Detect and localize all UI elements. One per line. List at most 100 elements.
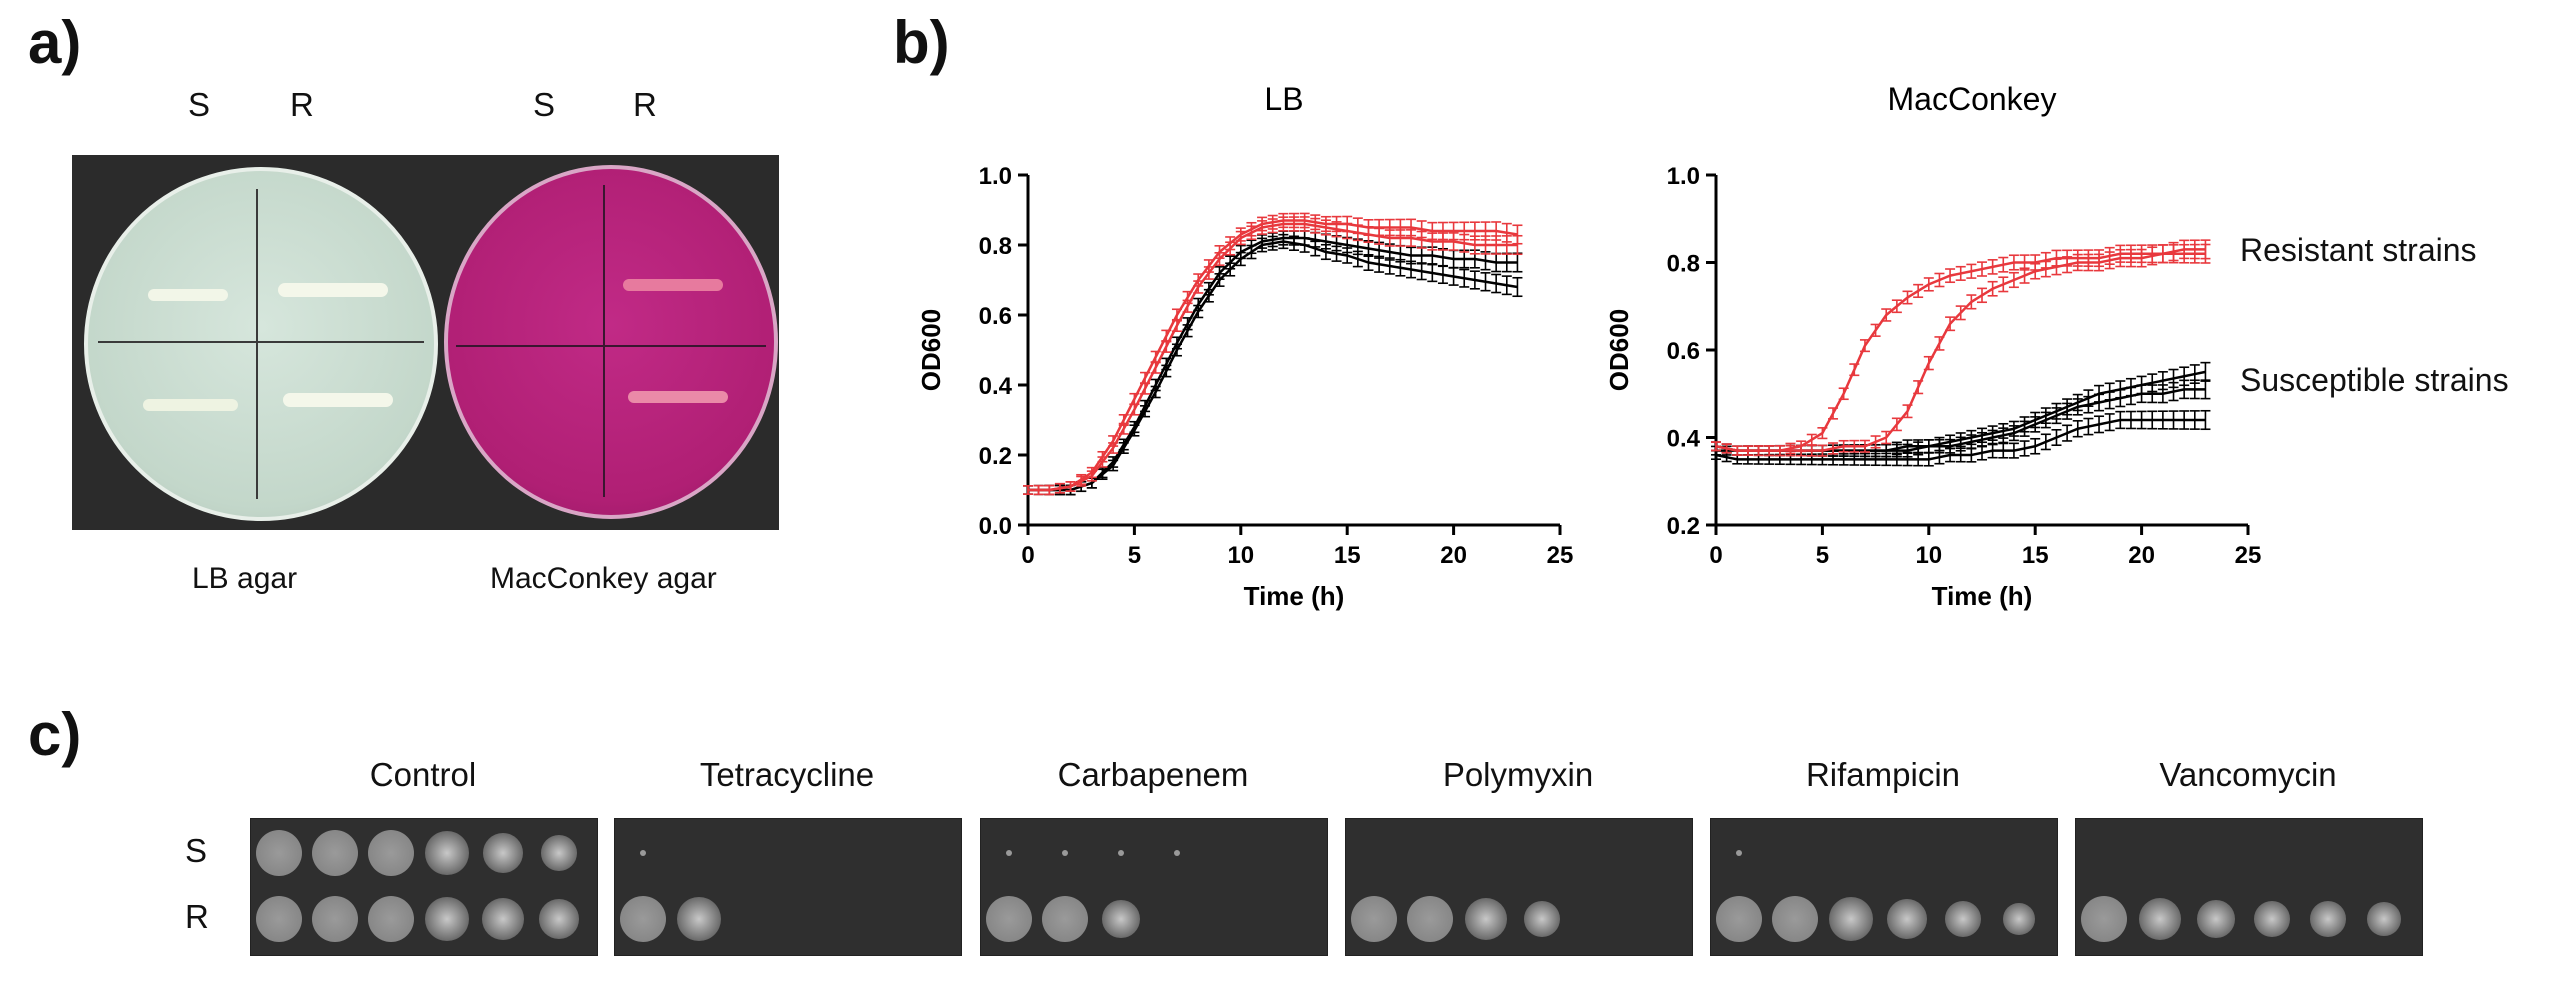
mac-y-tick-label: 0.8	[1667, 251, 1700, 278]
colony-spot	[2254, 901, 2290, 937]
lb-streak-s-top	[148, 289, 228, 301]
agar-plates-photo	[72, 155, 779, 530]
mac-x-axis-label: Time (h)	[1932, 581, 2033, 611]
colony-spot	[1829, 897, 1873, 941]
panel-a-letter: a)	[28, 9, 82, 76]
lb-series-susceptible	[1023, 233, 1523, 496]
colony-spot	[1118, 850, 1124, 856]
colony-spot	[425, 831, 469, 875]
colony-spot	[1772, 896, 1818, 942]
lb-plate-divider-horizontal	[98, 341, 424, 343]
colony-spot	[1062, 850, 1068, 856]
colony-spot	[425, 897, 469, 941]
lb-agar-caption: LB agar	[192, 562, 298, 595]
colony-spot	[2081, 896, 2127, 942]
lb-chart-title: LB	[1264, 81, 1303, 117]
mac-y-tick-label: 0.2	[1667, 513, 1700, 540]
mac-plate-divider-horizontal	[456, 345, 766, 347]
mac-x-tick-label: 25	[2235, 542, 2262, 569]
macconkey-growth-chart: MacConkey 0.2 0.4 0.6 0.8 1.0 0 5 10 15 20 25 Time (…	[1604, 81, 2262, 611]
colony-spot	[1887, 899, 1927, 939]
condition-label-rifampicin: Rifampicin	[1805, 756, 1961, 793]
colony-spot	[1006, 850, 1012, 856]
mac-series-susceptible	[1711, 409, 2211, 467]
lb-y-tick-label: 0.0	[979, 513, 1012, 540]
condition-label-control: Control	[369, 756, 477, 793]
mac-plate-divider-vertical	[603, 185, 605, 497]
spot-strip-control	[250, 818, 598, 956]
colony-spot	[482, 898, 524, 940]
row-label-s: S	[185, 832, 208, 869]
colony-spot	[1351, 896, 1397, 942]
colony-spot	[1407, 896, 1453, 942]
panel-c-letter: c)	[28, 701, 82, 768]
mac-chart-title: MacConkey	[1888, 81, 2057, 117]
colony-spot	[2310, 901, 2346, 937]
colony-spot	[368, 830, 414, 876]
colony-spot	[1716, 896, 1762, 942]
spot-strip-tetracycline	[614, 818, 962, 956]
lb-y-tick-label: 0.2	[979, 443, 1012, 470]
row-label-r: R	[185, 898, 209, 935]
susceptible-strains-annotation: Susceptible strains	[2240, 362, 2509, 398]
lb-series-line	[1028, 222, 1518, 492]
colony-spot	[2139, 898, 2181, 940]
colony-spot	[640, 850, 646, 856]
mac-x-tick-label: 0	[1709, 542, 1722, 569]
colony-spot	[541, 835, 577, 871]
condition-label-polymyxin: Polymyxin	[1442, 756, 1594, 793]
lb-y-tick-label: 0.6	[979, 303, 1012, 330]
colony-spot	[256, 896, 302, 942]
mac-y-axis-label: OD600	[1604, 309, 1634, 391]
lb-streak-r-bottom	[283, 393, 393, 407]
colony-spot	[1736, 850, 1742, 856]
mac-x-tick-label: 10	[1915, 542, 1942, 569]
mac-y-tick-label: 1.0	[1667, 163, 1700, 190]
resistant-strains-annotation: Resistant strains	[2240, 232, 2477, 268]
plate-lb-r-label: R	[290, 86, 314, 123]
mac-x-tick-label: 15	[2022, 542, 2049, 569]
lb-plate-divider-vertical	[256, 189, 258, 499]
spot-strip-rifampicin	[1710, 818, 2058, 956]
lb-x-tick-label: 10	[1227, 542, 1254, 569]
lb-y-tick-label: 0.8	[979, 233, 1012, 260]
mac-streak-r-bottom	[628, 391, 728, 403]
lb-series-susceptible	[1023, 230, 1523, 496]
lb-series-resistant	[1023, 212, 1523, 496]
macconkey-agar-caption: MacConkey agar	[490, 562, 717, 595]
lb-growth-chart: LB 0.0 0.2 0.4 0.6 0.8 1.0 0 5 10 15 20 25 Time (h) OD…	[916, 81, 1574, 611]
condition-label-tetracycline: Tetracycline	[699, 756, 875, 793]
colony-spot	[1524, 901, 1560, 937]
colony-spot	[2197, 900, 2235, 938]
plate-mac-s-label: S	[533, 86, 556, 123]
lb-series-line	[1028, 219, 1518, 492]
colony-spot	[986, 896, 1032, 942]
mac-x-tick-label: 20	[2128, 542, 2155, 569]
colony-spot	[539, 899, 579, 939]
colony-spot	[368, 896, 414, 942]
lb-x-tick-label: 0	[1021, 542, 1034, 569]
lb-streak-s-bottom	[143, 399, 238, 411]
panel-b-letter: b)	[893, 9, 950, 76]
condition-label-carbapenem: Carbapenem	[1057, 756, 1249, 793]
colony-spot	[1465, 898, 1507, 940]
condition-label-vancomycin: Vancomycin	[2159, 756, 2337, 793]
colony-spot	[483, 833, 523, 873]
lb-y-tick-label: 0.4	[979, 373, 1013, 400]
plate-lb-s-label: S	[188, 86, 211, 123]
mac-series-resistant	[1711, 243, 2211, 457]
colony-spot	[312, 896, 358, 942]
mac-y-tick-label: 0.4	[1667, 426, 1701, 453]
lb-x-tick-label: 25	[1547, 542, 1574, 569]
spot-strip-vancomycin	[2075, 818, 2423, 956]
colony-spot	[1945, 901, 1981, 937]
macconkey-agar-plate	[444, 165, 778, 519]
colony-spot	[1174, 850, 1180, 856]
colony-spot	[312, 830, 358, 876]
colony-spot	[2367, 902, 2401, 936]
mac-y-tick-label: 0.6	[1667, 338, 1700, 365]
lb-series-resistant	[1023, 216, 1523, 496]
colony-spot	[1102, 900, 1140, 938]
mac-x-tick-label: 5	[1816, 542, 1829, 569]
colony-spot	[256, 830, 302, 876]
